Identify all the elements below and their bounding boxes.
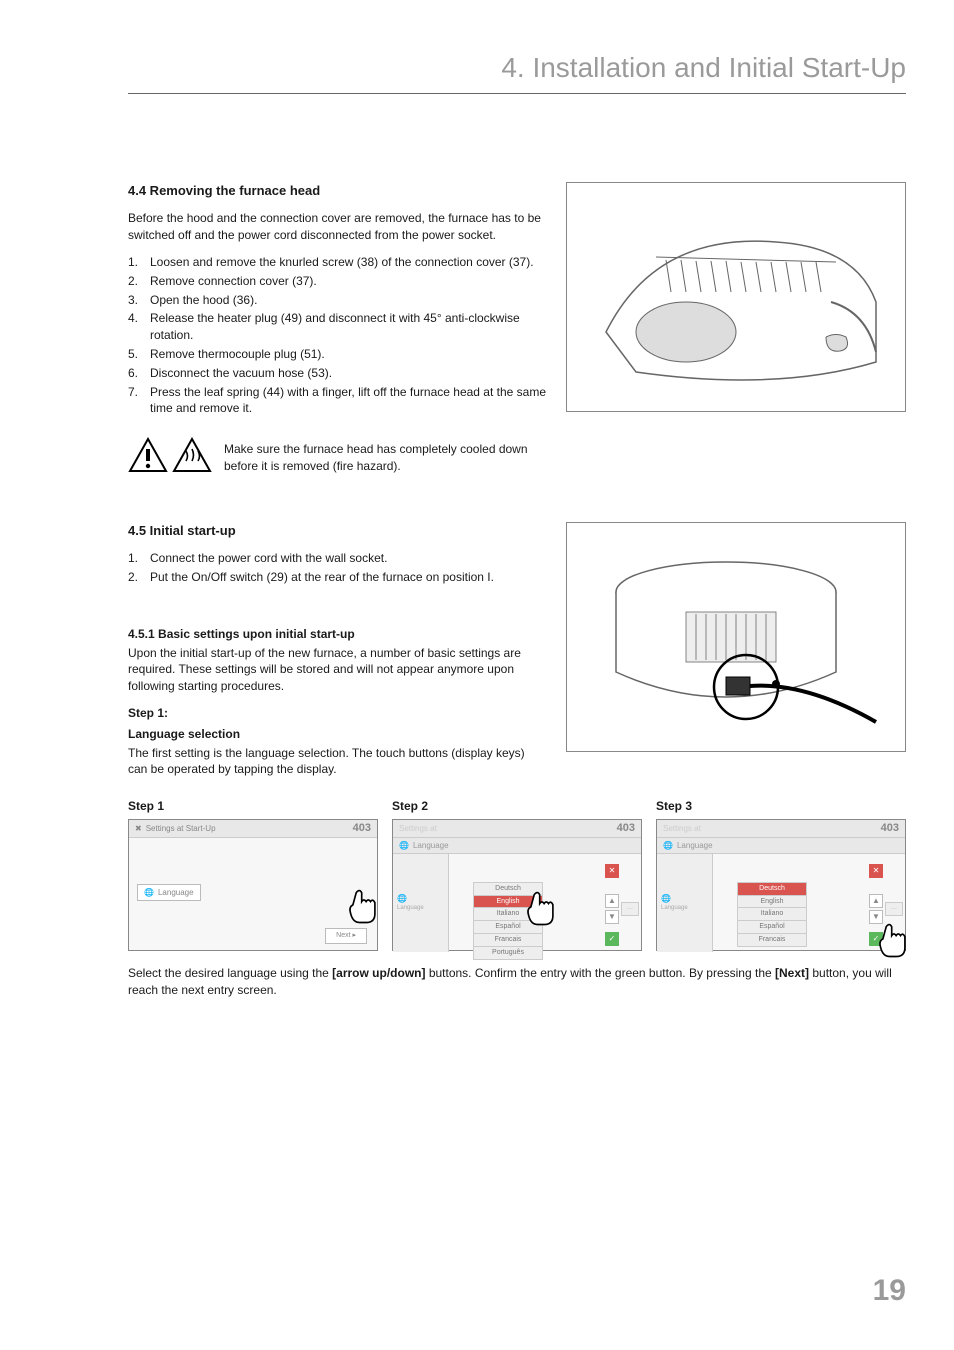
step1-title: Language selection (128, 726, 546, 743)
power-connection-illustration (566, 522, 906, 752)
screen3-brand: 403 (881, 821, 899, 836)
footer-instruction: Select the desired language using the [a… (128, 965, 906, 999)
subsection-4-5-1-text: Upon the initial start-up of the new fur… (128, 645, 546, 695)
step-screenshots-row: Step 1 ✖ Settings at Start-Up 403 🌐 Lang… (128, 798, 906, 951)
globe-icon: 🌐 (144, 887, 154, 898)
warning-block: Make sure the furnace head has completel… (128, 437, 546, 478)
arrow-up-button[interactable]: ▲ (869, 894, 883, 908)
screen2-brand: 403 (617, 821, 635, 836)
section-4-4-steps: 1.Loosen and remove the knurled screw (3… (128, 254, 546, 417)
screen1-title: Settings at Start-Up (146, 823, 216, 834)
globe-icon: 🌐 (399, 840, 409, 851)
section-4-4: 4.4 Removing the furnace head Before the… (128, 182, 906, 478)
list-item: 5.Remove thermocouple plug (51). (128, 346, 546, 363)
list-item: 2.Remove connection cover (37). (128, 273, 546, 290)
next-button[interactable]: Next ▸ (325, 928, 367, 944)
language-button[interactable]: 🌐 Language (137, 884, 201, 901)
step-1-label: Step 1 (128, 798, 378, 815)
list-item: 4.Release the heater plug (49) and disco… (128, 310, 546, 344)
wrench-icon: ✖ (135, 823, 142, 834)
chapter-title: 4. Installation and Initial Start-Up (128, 48, 906, 94)
furnace-head-illustration (566, 182, 906, 412)
list-item: 1.Connect the power cord with the wall s… (128, 550, 546, 567)
step-1-screenshot: ✖ Settings at Start-Up 403 🌐 Language Ne… (128, 819, 378, 951)
step-2-screenshot: Settings at 403 🌐Language 🌐 Language ✕ ▲… (392, 819, 642, 951)
section-4-4-intro: Before the hood and the connection cover… (128, 210, 546, 244)
list-item: 7.Press the leaf spring (44) with a fing… (128, 384, 546, 418)
step-1-col: Step 1 ✖ Settings at Start-Up 403 🌐 Lang… (128, 798, 378, 951)
right-small-button[interactable]: ··· (621, 902, 639, 916)
warning-text: Make sure the furnace head has completel… (224, 441, 546, 475)
globe-icon: 🌐 (663, 840, 673, 851)
arrow-down-button[interactable]: ▼ (605, 910, 619, 924)
right-small-button[interactable]: ··· (885, 902, 903, 916)
globe-icon: 🌐 (397, 893, 448, 904)
screen2-sidebar: 🌐 Language (393, 854, 449, 952)
step-3-screenshot: Settings at 403 🌐Language 🌐 Language ✕ ▲… (656, 819, 906, 951)
section-4-5: 4.5 Initial start-up 1.Connect the power… (128, 522, 906, 788)
section-heading-4-5: 4.5 Initial start-up (128, 522, 546, 540)
list-item: 3.Open the hood (36). (128, 292, 546, 309)
list-item: 6.Disconnect the vacuum hose (53). (128, 365, 546, 382)
list-item: 2.Put the On/Off switch (29) at the rear… (128, 569, 546, 586)
step-2-label: Step 2 (392, 798, 642, 815)
screen1-brand: 403 (353, 821, 371, 836)
section-4-5-steps: 1.Connect the power cord with the wall s… (128, 550, 546, 586)
list-item: 1.Loosen and remove the knurled screw (3… (128, 254, 546, 271)
step-2-col: Step 2 Settings at 403 🌐Language 🌐 Langu… (392, 798, 642, 951)
arrow-up-button[interactable]: ▲ (605, 894, 619, 908)
hand-cursor-icon (873, 918, 917, 962)
warning-triangle-icon (128, 437, 168, 478)
close-button[interactable]: ✕ (869, 864, 883, 878)
page-number: 19 (873, 1270, 906, 1312)
close-button[interactable]: ✕ (605, 864, 619, 878)
heat-triangle-icon (172, 437, 212, 478)
step1-text: The first setting is the language select… (128, 745, 546, 779)
step-3-col: Step 3 Settings at 403 🌐Language 🌐 Langu… (656, 798, 906, 951)
confirm-button[interactable]: ✓ (605, 932, 619, 946)
step-3-label: Step 3 (656, 798, 906, 815)
section-heading-4-4: 4.4 Removing the furnace head (128, 182, 546, 200)
step1-label: Step 1: (128, 705, 546, 722)
hand-cursor-icon (521, 886, 565, 930)
language-list[interactable]: Deutsch English Italiano Español Francai… (737, 882, 807, 946)
subsection-heading-4-5-1: 4.5.1 Basic settings upon initial start-… (128, 626, 546, 643)
screen3-sidebar: 🌐 Language (657, 854, 713, 952)
globe-icon: 🌐 (661, 893, 712, 904)
hand-cursor-icon (343, 884, 387, 928)
